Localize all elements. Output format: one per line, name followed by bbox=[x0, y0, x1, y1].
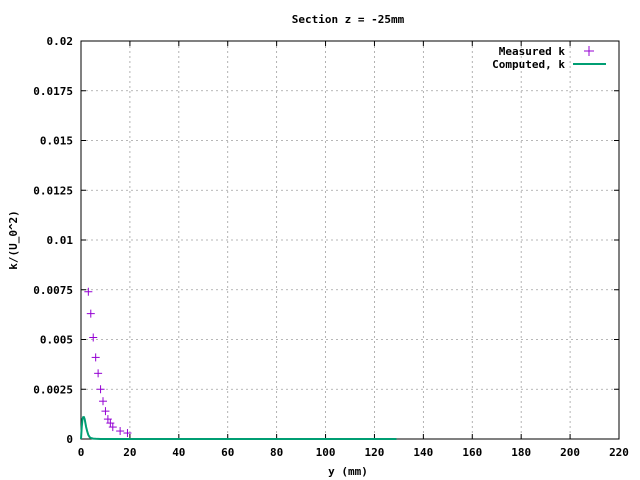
data-point-measured bbox=[84, 287, 93, 296]
series-line-computed bbox=[80, 416, 397, 440]
legend-label-computed: Computed, k bbox=[492, 58, 565, 71]
x-tick-labels: 0 20 40 60 80 100 120 140 160 180 200 220 bbox=[78, 446, 629, 459]
x-axis-label: y (mm) bbox=[328, 465, 368, 478]
x-tick-label: 100 bbox=[316, 446, 336, 459]
x-tick-label: 200 bbox=[560, 446, 580, 459]
x-tick-label: 140 bbox=[413, 446, 433, 459]
x-tick-label: 80 bbox=[270, 446, 283, 459]
y-tick-label: 0.015 bbox=[40, 135, 73, 148]
x-tick-label: 220 bbox=[609, 446, 629, 459]
data-point-measured bbox=[96, 385, 105, 394]
data-point-measured bbox=[123, 429, 132, 438]
x-tick-label: 40 bbox=[172, 446, 185, 459]
data-point-measured bbox=[91, 353, 100, 362]
y-tick-label: 0.0175 bbox=[33, 85, 73, 98]
legend-marker-measured bbox=[584, 46, 594, 56]
data-point-measured bbox=[94, 369, 103, 378]
x-tick-label: 0 bbox=[78, 446, 85, 459]
data-point-measured bbox=[108, 423, 117, 432]
legend-label-measured: Measured k bbox=[499, 45, 566, 58]
y-tick-labels: 0 0.0025 0.005 0.0075 0.01 0.0125 0.015 0.0175 0… bbox=[33, 35, 73, 446]
x-tick-label: 60 bbox=[221, 446, 234, 459]
data-point-measured bbox=[89, 333, 98, 342]
data-point-measured bbox=[86, 309, 95, 318]
y-tick-label: 0.0125 bbox=[33, 184, 73, 197]
x-tick-label: 160 bbox=[462, 446, 482, 459]
y-tick-label: 0.02 bbox=[47, 35, 74, 48]
ticks-layer bbox=[80, 40, 620, 440]
y-axis-label: k/(U_0^2) bbox=[7, 210, 20, 270]
y-tick-label: 0 bbox=[66, 433, 73, 446]
data-point-measured bbox=[101, 407, 110, 416]
y-tick-label: 0.0025 bbox=[33, 383, 73, 396]
x-tick-label: 180 bbox=[511, 446, 531, 459]
chart-title: Section z = -25mm bbox=[292, 13, 405, 26]
y-tick-label: 0.01 bbox=[47, 234, 74, 247]
x-tick-label: 20 bbox=[123, 446, 136, 459]
legend: Measured k Computed, k bbox=[492, 45, 606, 71]
y-tick-label: 0.005 bbox=[40, 334, 73, 347]
x-tick-label: 120 bbox=[365, 446, 385, 459]
grid-layer bbox=[81, 41, 619, 439]
data-point-measured bbox=[99, 397, 108, 406]
y-tick-label: 0.0075 bbox=[33, 284, 73, 297]
data-point-measured bbox=[116, 427, 125, 436]
series-layer bbox=[80, 287, 397, 440]
